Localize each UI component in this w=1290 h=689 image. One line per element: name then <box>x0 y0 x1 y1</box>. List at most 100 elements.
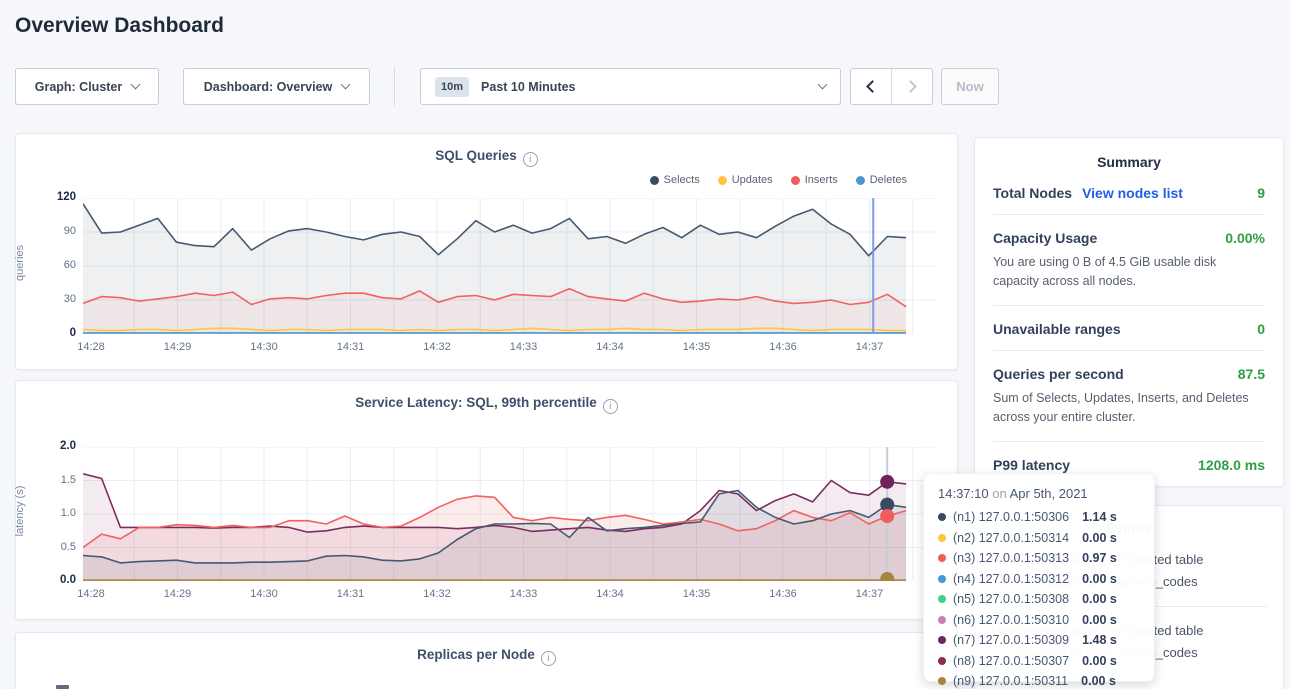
y-axis-tick: 90 <box>63 225 76 237</box>
summary-row: P99 latency 1208.0 ms <box>993 442 1265 486</box>
node-color-dot-icon <box>938 513 946 522</box>
tooltip-node-value: 1.48 s <box>1082 633 1117 648</box>
x-axis-tick: 14:28 <box>77 341 105 353</box>
legend-label: Deletes <box>869 174 907 186</box>
dashboard-dropdown[interactable]: Dashboard: Overview <box>183 68 370 105</box>
legend-dot-icon <box>717 175 727 185</box>
tooltip-timestamp: 14:37:10 on Apr 5th, 2021 <box>938 486 1088 501</box>
y-axis-tick: 0 <box>69 327 76 339</box>
tooltip-node-address: (n5) 127.0.0.1:50308 <box>953 592 1070 607</box>
legend-label: Selects <box>663 174 700 186</box>
y-axis-tick: 2.0 <box>60 440 76 452</box>
service-latency-chart-card: Service Latency: SQL, 99th percentile i la… <box>14 380 958 620</box>
summary-row-head: Total Nodes View nodes list 9 <box>993 185 1265 201</box>
tooltip-node-value: 0.00 s <box>1082 612 1117 627</box>
tooltip-node-row: (n2) 127.0.0.1:50314 0.00 s <box>938 528 1140 549</box>
legend-dot-icon <box>649 175 659 185</box>
chart-title: SQL Queries i <box>16 148 957 167</box>
x-axis-tick: 14:34 <box>596 341 624 353</box>
clipped-tick-label <box>56 685 69 689</box>
chart-title: Service Latency: SQL, 99th percentile i <box>16 395 957 414</box>
tooltip-node-row: (n3) 127.0.0.1:50313 0.97 s <box>938 548 1140 569</box>
summary-row: Unavailable ranges 0 <box>993 306 1265 351</box>
replicas-per-node-chart-card: Replicas per Node i <box>15 632 958 689</box>
chart-hover-tooltip: 14:37:10 on Apr 5th, 2021 (n1) 127.0.0.1… <box>923 473 1155 688</box>
sql-queries-chart-card: SQL Queries i Selects Updates Inserts Deletes… <box>14 133 958 370</box>
chart-plot-area[interactable] <box>82 197 936 334</box>
x-axis-tick: 14:29 <box>163 588 192 600</box>
y-axis-tick: 60 <box>63 259 76 271</box>
summary-row-value: 0.00% <box>1225 230 1265 246</box>
tooltip-node-address: (n1) 127.0.0.1:50306 <box>953 510 1070 525</box>
node-color-dot-icon <box>938 636 946 645</box>
chart-title-text: Replicas per Node <box>417 647 535 662</box>
x-axis-tick: 14:29 <box>163 341 192 353</box>
y-axis-tick: 30 <box>63 293 76 305</box>
node-color-dot-icon <box>938 677 946 686</box>
graph-dropdown[interactable]: Graph: Cluster <box>15 68 159 105</box>
tooltip-node-value: 0.00 s <box>1082 592 1117 607</box>
node-color-dot-icon <box>938 595 946 604</box>
x-axis-tick: 14:32 <box>423 588 451 600</box>
summary-row-value: 0 <box>1257 320 1265 337</box>
tooltip-node-value: 0.00 s <box>1082 571 1117 586</box>
y-axis-tick: 1.5 <box>60 473 76 486</box>
x-axis-tick: 14:36 <box>769 588 797 600</box>
x-axis-tick: 14:34 <box>596 588 624 600</box>
node-color-dot-icon <box>938 554 946 563</box>
legend-label: Inserts <box>804 174 838 186</box>
x-axis-tick: 14:33 <box>509 588 538 600</box>
tooltip-node-address: (n7) 127.0.0.1:50309 <box>953 633 1070 648</box>
x-axis-tick: 14:31 <box>336 588 365 600</box>
node-color-dot-icon <box>938 656 946 665</box>
chevron-left-icon <box>866 80 879 93</box>
summary-row: Total Nodes View nodes list 9 <box>993 170 1265 215</box>
time-range-dropdown[interactable]: 10m Past 10 Minutes <box>420 68 841 105</box>
page-title: Overview Dashboard <box>15 14 224 37</box>
x-axis-tick: 14:35 <box>682 588 711 600</box>
summary-row-head: Unavailable ranges 0 <box>993 321 1265 337</box>
summary-row: Capacity Usage 0.00% You are using 0 B of … <box>993 215 1265 306</box>
x-axis-tick: 14:28 <box>77 588 105 600</box>
node-color-dot-icon <box>938 615 946 624</box>
chevron-right-icon <box>904 80 917 93</box>
chart-plot-area[interactable] <box>82 446 936 586</box>
x-axis-tick: 14:31 <box>336 341 365 353</box>
now-button[interactable]: Now <box>941 68 999 105</box>
legend-item: Deletes <box>855 174 907 186</box>
y-axis-tick: 0.0 <box>60 574 76 586</box>
summary-row-value: 87.5 <box>1237 365 1265 382</box>
tooltip-node-address: (n2) 127.0.0.1:50314 <box>953 530 1070 545</box>
summary-row-description: Sum of Selects, Updates, Inserts, and De… <box>993 390 1249 425</box>
tooltip-node-value: 0.00 s <box>1081 674 1116 689</box>
legend-label: Updates <box>731 174 773 186</box>
tooltip-node-address: (n4) 127.0.0.1:50312 <box>953 571 1070 586</box>
summary-row: Queries per second 87.5 Sum of Selects, Up… <box>993 351 1265 442</box>
x-axis-tick: 14:33 <box>509 341 538 353</box>
x-axis-tick: 14:37 <box>855 341 884 353</box>
tooltip-node-row: (n5) 127.0.0.1:50308 0.00 s <box>938 589 1140 610</box>
y-axis-tick: 120 <box>56 191 76 203</box>
x-axis-tick: 14:37 <box>855 588 884 600</box>
view-nodes-list-link[interactable]: View nodes list <box>1082 185 1183 201</box>
x-axis-tick: 14:35 <box>682 341 711 353</box>
time-back-button[interactable] <box>851 69 891 104</box>
node-color-dot-icon <box>938 574 946 583</box>
time-forward-button[interactable] <box>891 69 932 104</box>
summary-row-label: Unavailable ranges <box>993 320 1121 337</box>
legend-dot-icon <box>855 175 865 185</box>
y-axis-tick: 1.0 <box>60 507 76 519</box>
time-range-label: Past 10 Minutes <box>481 79 576 94</box>
info-icon[interactable]: i <box>602 399 618 414</box>
tooltip-node-address: (n6) 127.0.0.1:50310 <box>953 612 1070 627</box>
node-color-dot-icon <box>938 533 946 542</box>
y-axis-tick: 0.5 <box>60 540 76 553</box>
summary-row-value: 1208.0 ms <box>1198 456 1265 473</box>
info-icon[interactable]: i <box>522 152 538 167</box>
chart-title: Replicas per Node i <box>16 647 957 666</box>
info-icon[interactable]: i <box>540 651 556 666</box>
tooltip-node-row: (n4) 127.0.0.1:50312 0.00 s <box>938 569 1140 590</box>
tooltip-node-address: (n3) 127.0.0.1:50313 <box>953 551 1070 566</box>
chart-title-text: SQL Queries <box>435 148 517 163</box>
